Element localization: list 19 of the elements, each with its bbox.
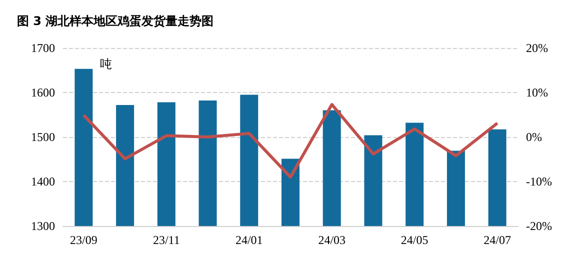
y-tick-label: 1300: [31, 219, 55, 233]
y-tick-label: 1400: [31, 174, 55, 188]
y2-tick-label: 20%: [526, 41, 548, 55]
x-tick-label: 24/03: [318, 233, 346, 247]
y-tick-label: 1700: [31, 41, 55, 55]
x-tick-label: 23/11: [152, 233, 180, 247]
y-tick-label: 1600: [31, 86, 55, 100]
line-series: [82, 103, 499, 179]
x-tick-label: 24/07: [484, 233, 511, 247]
y2-tick-label: -20%: [526, 219, 552, 233]
y2-tick-label: -10%: [526, 174, 552, 188]
annotation: 吨: [100, 57, 112, 71]
x-tick-label: 24/01: [235, 233, 263, 247]
chart-title: 图 3 湖北样本地区鸡蛋发货量走势图: [17, 14, 214, 28]
y2-tick-label: 0%: [526, 130, 542, 144]
y2-tick-label: 10%: [526, 86, 548, 100]
y-tick-label: 1500: [31, 130, 55, 144]
x-tick-label: 23/09: [70, 233, 98, 247]
x-tick-label: 24/05: [400, 233, 428, 247]
